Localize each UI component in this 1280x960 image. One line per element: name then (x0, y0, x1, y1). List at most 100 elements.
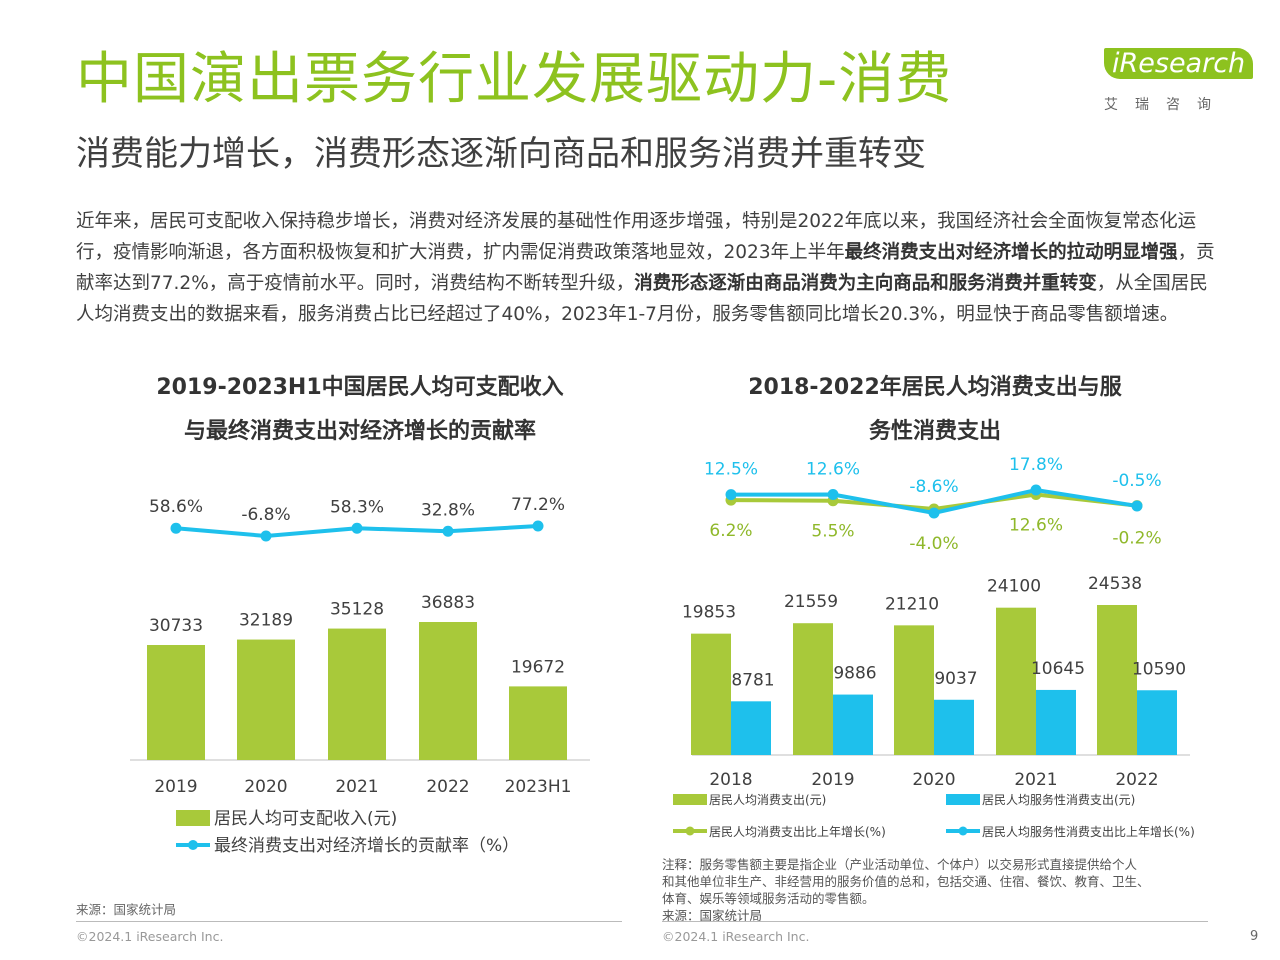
body-bold-part: 消费形态逐渐由商品消费为主向商品和服务消费并重转变 (634, 273, 1097, 294)
chart1-bar-label: 32189 (239, 611, 293, 631)
chart2-bar-consumption (1097, 605, 1137, 755)
chart2-legend-swatch (946, 794, 980, 805)
chart2-consumption-growth-label: 12.6% (1009, 516, 1063, 536)
chart2-title-line2: 务性消费支出 (868, 419, 1001, 444)
chart2-service-growth-label: 17.8% (1009, 455, 1063, 475)
chart2-title: 2018-2022年居民人均消费支出与服 务性消费支出 (660, 366, 1210, 454)
chart1-line-point (442, 525, 454, 537)
chart2-legend-label: 居民人均消费支出(元) (709, 793, 826, 807)
chart1-title-line2: 与最终消费支出对经济增长的贡献率 (183, 419, 536, 444)
chart1-line-point (532, 520, 544, 532)
chart2-bar-service (1137, 690, 1177, 755)
chart2-service-growth-label: -8.6% (909, 477, 958, 497)
source-right: 来源：国家统计局 (662, 908, 763, 923)
copyright-left: ©2024.1 iResearch Inc. (76, 929, 224, 944)
chart2-bar-service-label: 10590 (1132, 659, 1186, 679)
chart1-line-point (351, 522, 363, 534)
chart1-bar-label: 30733 (149, 616, 203, 636)
source-left: 来源：国家统计局 (76, 902, 177, 917)
page-number: 9 (1250, 929, 1259, 944)
chart2-service-growth-point (1030, 484, 1042, 496)
chart1-legend-line-label: 最终消费支出对经济增长的贡献率（%） (214, 836, 519, 856)
divider-right (662, 921, 1208, 922)
note-line: 和其他单位非生产、非经营用的服务价值的总和，包括交通、住宿、餐饮、教育、卫生、 (662, 874, 1150, 889)
chart2-service-growth-label: 12.6% (806, 460, 860, 480)
chart2-bar-consumption-label: 21210 (885, 594, 939, 614)
copyright-right: ©2024.1 iResearch Inc. (662, 929, 810, 944)
chart1-line-label: -6.8% (241, 505, 290, 525)
chart1-legend-line-marker (188, 840, 198, 850)
chart2-bar-service (833, 694, 873, 755)
chart2-x-tick: 2018 (709, 770, 752, 790)
chart2-legend-line-marker (685, 826, 695, 836)
chart1-line-label: 58.6% (149, 497, 203, 517)
chart1-x-tick: 2022 (426, 777, 469, 797)
chart2-bar-consumption (691, 633, 731, 755)
body-part: ，贡献率达到77.2%，高于疫情前水平。同时，消费结构不断转型升级， (76, 242, 1215, 294)
chart2-x-tick: 2020 (912, 770, 955, 790)
chart1-line-point (170, 522, 182, 534)
chart2-x-tick: 2019 (811, 770, 854, 790)
chart1-legend-bar-label: 居民人均可支配收入(元) (214, 809, 397, 829)
chart1-bar (147, 645, 205, 760)
chart2-consumption-growth-label: -0.2% (1112, 529, 1161, 549)
chart1-line-label: 32.8% (421, 500, 475, 520)
chart2-consumption-growth-label: -4.0% (909, 534, 958, 554)
body-paragraph: 近年来，居民可支配收入保持稳步增长，消费对经济发展的基础性作用逐步增强，特别是2… (76, 206, 1216, 330)
chart1-bar-label: 36883 (421, 593, 475, 613)
chart1-bar (328, 628, 386, 760)
chart2-consumption-growth-label: 5.5% (811, 522, 854, 542)
chart1-line-label: 58.3% (330, 497, 384, 517)
chart2-legend-swatch (673, 794, 707, 805)
body-part: ，从全国居民人均消费支出的数据来看，服务消费占比已经超过了40%，2023年1-… (76, 273, 1208, 325)
body-bold-part: 最终消费支出对经济增长的拉动明显增强 (844, 242, 1178, 263)
chart1-line-point (260, 530, 272, 542)
chart1-bar (509, 686, 567, 760)
chart2-service-growth-label: -0.5% (1112, 471, 1161, 491)
note-line: 体育、娱乐等领域服务活动的零售额。 (662, 891, 875, 906)
chart2-bar-service-label: 8781 (731, 670, 774, 690)
chart2-bar-service (934, 699, 974, 755)
chart2-bar-service (731, 701, 771, 755)
chart2-service-growth-point (725, 489, 737, 501)
chart2-svg: 19853 8781 2018 21559 9886 2019 21210 9037 2020 2… (673, 455, 1195, 839)
chart1-x-tick: 2020 (244, 777, 287, 797)
chart2-bar-consumption (996, 607, 1036, 755)
chart2-bar-consumption-label: 24538 (1088, 574, 1142, 594)
chart2-bar-consumption (793, 623, 833, 755)
iresearch-logo: iResearch 艾瑞咨询 (1096, 42, 1254, 114)
chart2-legend-line-marker (958, 826, 968, 836)
page-subtitle: 消费能力增长，消费形态逐渐向商品和服务消费并重转变 (76, 134, 926, 174)
chart2-bar-service-label: 9037 (934, 669, 977, 689)
chart2-consumption-growth-label: 6.2% (709, 521, 752, 541)
chart2-legend-label: 居民人均服务性消费支出(元) (982, 792, 1135, 807)
chart1-bar-label: 19672 (511, 657, 565, 677)
chart2-bar-consumption (894, 625, 934, 755)
chart2-note: 注释：服务零售额主要是指企业（产业活动单位、个体户）以交易形式直接提供给个人 和… (662, 856, 1222, 924)
chart2-service-growth-point (1131, 500, 1143, 512)
chart2-x-tick: 2022 (1115, 770, 1158, 790)
chart1-title-line1: 2019-2023H1中国居民人均可支配收入 (156, 375, 564, 400)
chart1-x-tick: 2023H1 (505, 777, 572, 797)
chart1-line-label: 77.2% (511, 495, 565, 515)
chart2-service-growth-label: 12.5% (704, 460, 758, 480)
chart2-x-tick: 2021 (1014, 770, 1057, 790)
chart2-legend-label: 居民人均服务性消费支出比上年增长(%) (982, 824, 1195, 839)
chart2-bar-consumption-label: 24100 (987, 577, 1041, 597)
chart1-title: 2019-2023H1中国居民人均可支配收入 与最终消费支出对经济增长的贡献率 (90, 366, 630, 454)
chart1-bar-label: 35128 (330, 600, 384, 620)
chart2-bar-consumption-label: 19853 (682, 603, 736, 623)
chart1-x-tick: 2019 (154, 777, 197, 797)
logo-brand: iResearch (1104, 48, 1254, 79)
chart2-legend-label: 居民人均消费支出比上年增长(%) (709, 825, 886, 839)
note-line: 注释：服务零售额主要是指企业（产业活动单位、个体户）以交易形式直接提供给个人 (662, 857, 1138, 872)
chart2-service-growth-point (827, 489, 839, 501)
logo-subtext: 艾瑞咨询 (1104, 97, 1228, 113)
chart2-title-line1: 2018-2022年居民人均消费支出与服 (748, 375, 1122, 400)
divider-left (76, 921, 622, 922)
chart2-service-growth-point (928, 507, 940, 519)
page-title: 中国演出票务行业发展驱动力-消费 (76, 47, 953, 112)
chart2-bar-service (1036, 689, 1076, 755)
chart2-bar-consumption-label: 21559 (784, 592, 838, 612)
chart1-bar (237, 639, 295, 760)
